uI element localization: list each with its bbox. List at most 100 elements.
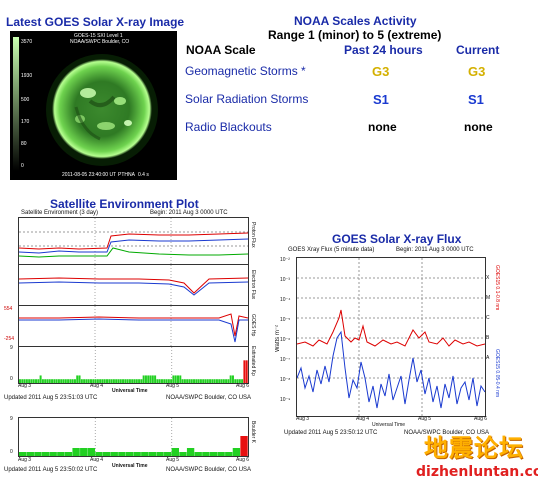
kp-bar bbox=[85, 379, 88, 383]
xray-legend-blue: GOES15 0.05-0.4 nm bbox=[494, 349, 500, 398]
kp-bar bbox=[96, 379, 99, 383]
xray-ytick: 10⁻⁸ bbox=[280, 377, 291, 383]
xray-class-label: M bbox=[486, 295, 491, 301]
geomagnetic-storms-link[interactable]: Geomagnetic Storms * bbox=[185, 64, 306, 78]
kp-bar bbox=[163, 379, 166, 383]
kp-bar bbox=[71, 379, 74, 383]
proton-flux-panel bbox=[18, 217, 249, 265]
kp-bar bbox=[186, 379, 189, 383]
electron-flux-panel bbox=[18, 264, 249, 306]
sun-scale-label: 170 bbox=[21, 119, 30, 125]
kp-bar bbox=[126, 379, 129, 383]
kp-bar bbox=[165, 379, 168, 383]
satellite-plot-title: Satellite Environment Plot bbox=[50, 197, 199, 211]
kp-bar bbox=[232, 448, 241, 456]
radio-blackouts-current-value: none bbox=[464, 120, 493, 134]
solar-radiation-storms-link[interactable]: Solar Radiation Storms bbox=[185, 92, 309, 106]
kp-bar bbox=[190, 379, 193, 383]
kp-bar bbox=[202, 452, 210, 456]
radio-blackouts-link[interactable]: Radio Blackouts bbox=[185, 120, 272, 134]
xray-xtick: Aug 5 bbox=[418, 416, 432, 422]
kp-bar bbox=[83, 379, 86, 383]
kp-bar bbox=[199, 379, 202, 383]
kp-bar bbox=[95, 452, 103, 456]
bk-footer-right: NOAA/SWPC Boulder, CO USA bbox=[166, 467, 252, 473]
kp-bar bbox=[115, 379, 118, 383]
xray-xtick: Aug 6 bbox=[474, 416, 488, 422]
kp-bar bbox=[117, 379, 120, 383]
xray-xtick: Aug 4 bbox=[356, 416, 370, 422]
xray-flux-plot[interactable]: GOES Xray Flux (5 minute data) Begin: 20… bbox=[275, 245, 502, 441]
kp-bar bbox=[209, 452, 218, 456]
kp-bar bbox=[39, 375, 42, 383]
boulder-tick-top: 9 bbox=[10, 416, 13, 422]
proton-flux-svg bbox=[18, 218, 249, 264]
kp-bar bbox=[124, 379, 127, 383]
boulder-k-plot[interactable]: 9 0 Boulder K Aug 3 Aug 4 Aug 5 Aug 6 Un… bbox=[4, 413, 260, 475]
kp-bar bbox=[160, 379, 163, 383]
kp-bar bbox=[53, 379, 56, 383]
kp-bar bbox=[94, 379, 97, 383]
kp-bar bbox=[215, 379, 218, 383]
satellite-environment-plot[interactable]: Satellite Environment (3 day) Begin: 201… bbox=[4, 208, 260, 404]
noaa-col-past-24h: Past 24 hours bbox=[344, 43, 423, 57]
sun-scale-label: 1930 bbox=[21, 73, 33, 79]
kp-bar bbox=[23, 379, 26, 383]
kp-bar bbox=[172, 375, 175, 383]
kp-bar bbox=[64, 379, 67, 383]
kp-bar bbox=[41, 452, 50, 456]
sat-xtick: Aug 5 bbox=[166, 383, 180, 389]
kp-bar bbox=[60, 379, 63, 383]
kp-bar bbox=[186, 448, 195, 456]
kp-bar bbox=[206, 379, 209, 383]
kp-bar bbox=[188, 379, 191, 383]
proton-flux-label: Proton Flux bbox=[250, 222, 256, 248]
sun-image[interactable]: GOES-15 SXI Level 1 NOAA/SWPC Boulder, C… bbox=[10, 31, 177, 180]
kp-bar bbox=[202, 379, 205, 383]
kp-bar bbox=[30, 379, 33, 383]
kp-bar bbox=[174, 375, 177, 383]
sun-caption-time: 2011-08-05 23:40:00 UT bbox=[62, 172, 117, 178]
kp-bar bbox=[218, 379, 221, 383]
satellite-header-right: Begin: 2011 Aug 3 0000 UTC bbox=[150, 210, 228, 216]
kp-bar bbox=[133, 452, 141, 456]
sat-xtick: Aug 3 bbox=[18, 383, 32, 389]
kp-bar bbox=[57, 452, 65, 456]
kp-bar bbox=[80, 448, 88, 456]
kp-bar bbox=[149, 375, 152, 383]
kp-bar bbox=[194, 452, 202, 456]
xray-ytick: 10⁻⁴ bbox=[280, 297, 291, 303]
xray-ylabel: Watts m⁻² bbox=[275, 325, 281, 352]
kp-bar bbox=[106, 379, 109, 383]
kp-bar bbox=[89, 379, 92, 383]
sun-image-title: Latest GOES Solar X-ray Image bbox=[6, 15, 185, 29]
bk-xlabel: Universal Time bbox=[112, 463, 148, 469]
bk-footer-left: Updated 2011 Aug 5 23:50:02 UTC bbox=[4, 467, 98, 473]
kp-bar bbox=[26, 452, 34, 456]
goes-hp-svg bbox=[19, 306, 249, 346]
kp-bar bbox=[229, 375, 232, 383]
kp-bar bbox=[222, 379, 225, 383]
kp-bar bbox=[193, 379, 196, 383]
solar-radiation-past-badge: S1 bbox=[373, 92, 389, 107]
xray-ytick: 10⁻⁷ bbox=[280, 357, 291, 363]
xray-header-right: Begin: 2011 Aug 3 0000 UTC bbox=[396, 247, 474, 253]
boulder-k-svg bbox=[19, 418, 248, 456]
sat-xtick: Aug 6 bbox=[236, 383, 250, 389]
kp-bar bbox=[122, 379, 125, 383]
kp-bar bbox=[243, 360, 246, 383]
kp-bar bbox=[44, 379, 47, 383]
sun-scale-label: 3570 bbox=[21, 39, 33, 45]
noaa-col-current: Current bbox=[456, 43, 500, 57]
kp-bar bbox=[234, 379, 237, 383]
kp-bar bbox=[87, 379, 90, 383]
kp-bar bbox=[21, 379, 24, 383]
sun-caption-line1: GOES-15 SXI Level 1 bbox=[74, 33, 123, 39]
sun-scale-label: 500 bbox=[21, 97, 30, 103]
kp-bar bbox=[37, 379, 40, 383]
kp-bar bbox=[156, 379, 159, 383]
kp-bar bbox=[102, 452, 111, 456]
xray-flux-svg bbox=[296, 258, 486, 416]
kp-bar bbox=[69, 379, 72, 383]
kp-bar bbox=[92, 379, 95, 383]
